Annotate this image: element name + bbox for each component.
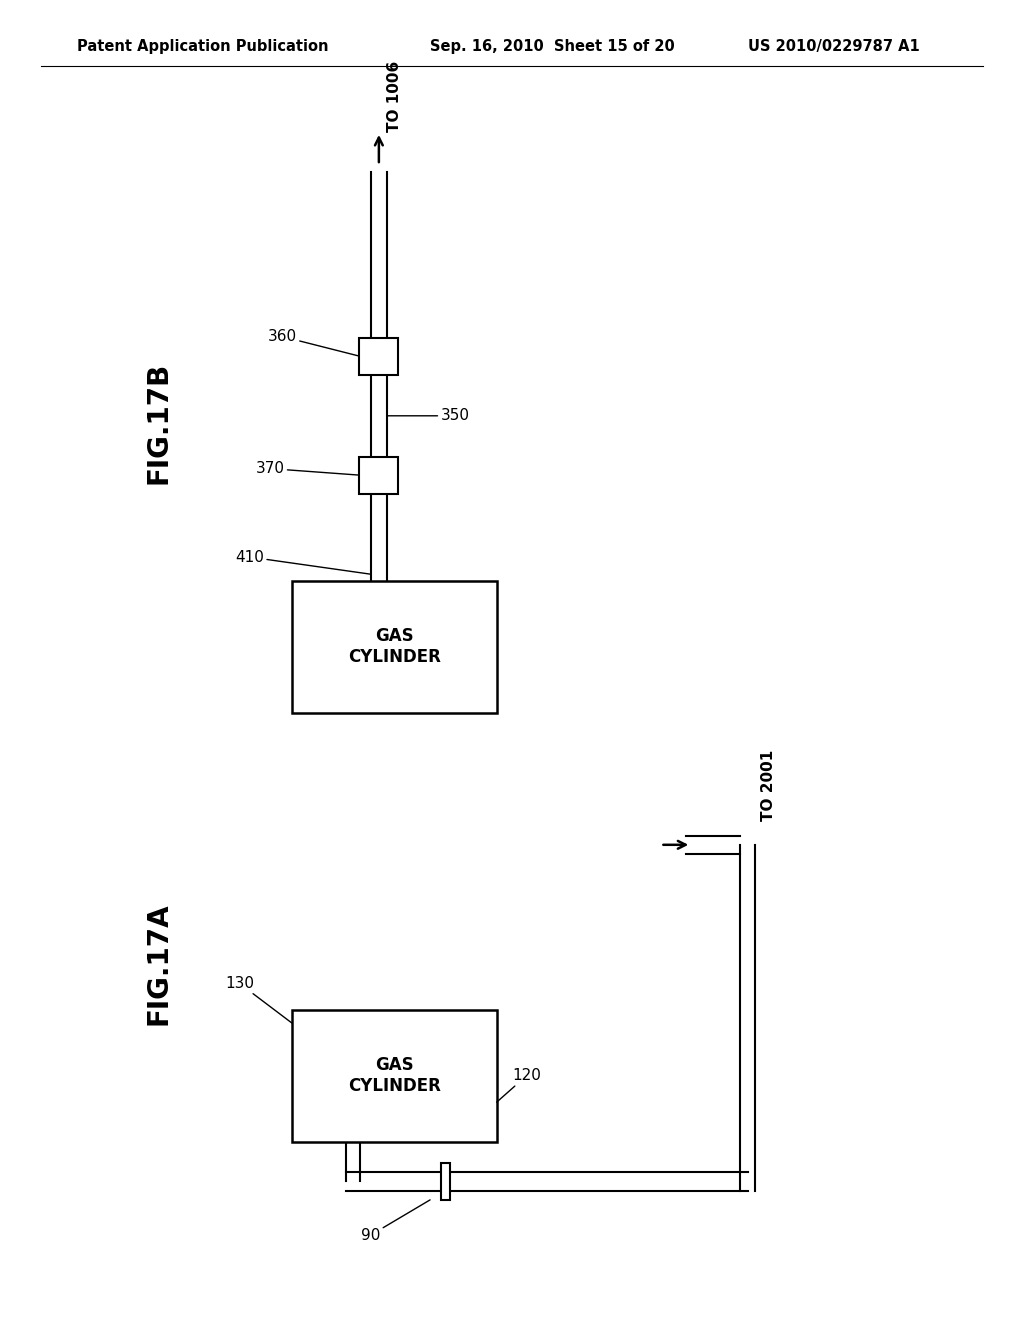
Text: FIG.17A: FIG.17A	[144, 903, 173, 1024]
Text: 410: 410	[236, 549, 371, 574]
Text: 120: 120	[497, 1068, 541, 1102]
Text: Sep. 16, 2010  Sheet 15 of 20: Sep. 16, 2010 Sheet 15 of 20	[430, 38, 675, 54]
Text: 370: 370	[256, 461, 360, 477]
Text: GAS
CYLINDER: GAS CYLINDER	[348, 1056, 440, 1096]
Text: TO 1006: TO 1006	[387, 61, 402, 132]
Bar	[292, 1010, 497, 1142]
Text: TO 2001: TO 2001	[761, 750, 776, 821]
Text: Patent Application Publication: Patent Application Publication	[77, 38, 329, 54]
Text: 130: 130	[225, 975, 292, 1023]
Bar	[292, 581, 497, 713]
Text: FIG.17B: FIG.17B	[144, 362, 173, 483]
Bar	[359, 338, 398, 375]
Text: 350: 350	[387, 408, 469, 424]
Text: 90: 90	[361, 1200, 430, 1242]
Text: GAS
CYLINDER: GAS CYLINDER	[348, 627, 440, 667]
Bar	[359, 457, 398, 494]
Text: US 2010/0229787 A1: US 2010/0229787 A1	[748, 38, 920, 54]
Bar	[441, 1163, 450, 1200]
Text: 360: 360	[268, 329, 360, 356]
